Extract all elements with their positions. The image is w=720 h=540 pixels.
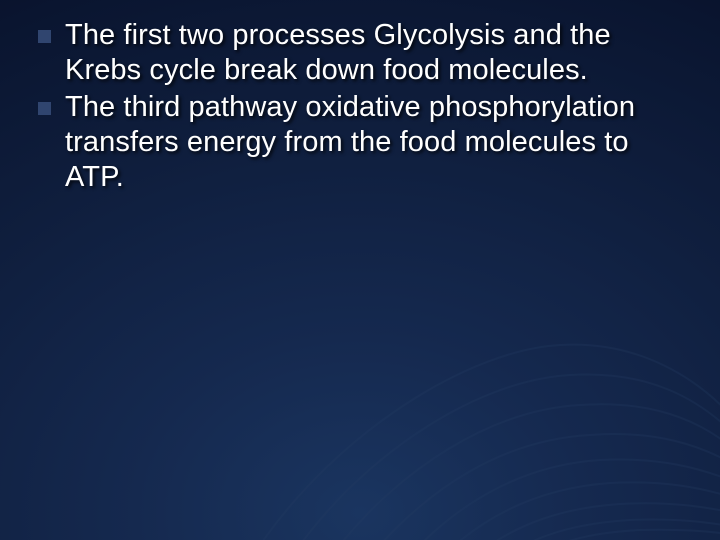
bullet-item: The third pathway oxidative phosphorylat…	[38, 90, 690, 195]
bullet-text: The third pathway oxidative phosphorylat…	[65, 90, 690, 195]
bullet-square-icon	[38, 30, 51, 43]
slide-content: The first two processes Glycolysis and t…	[0, 0, 720, 195]
bullet-text: The first two processes Glycolysis and t…	[65, 18, 690, 88]
bullet-square-icon	[38, 102, 51, 115]
bullet-item: The first two processes Glycolysis and t…	[38, 18, 690, 88]
